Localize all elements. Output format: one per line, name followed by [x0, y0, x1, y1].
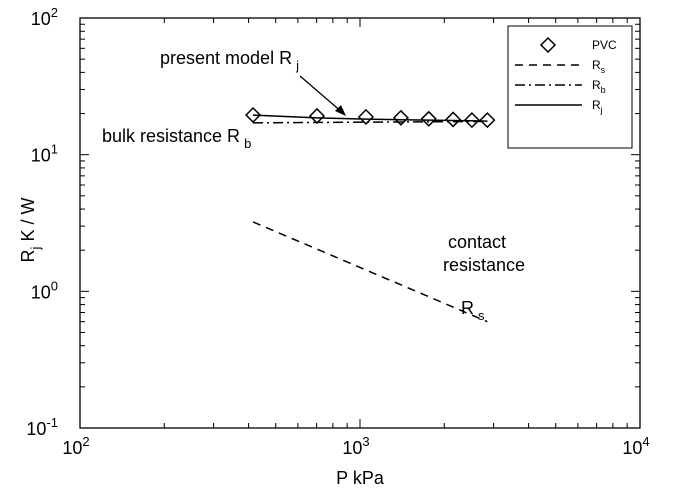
- marker: [539, 36, 557, 54]
- text-part: b: [601, 85, 606, 95]
- legend-label: Rs: [592, 58, 606, 75]
- text-part: 2: [82, 434, 89, 449]
- marker: [479, 112, 496, 129]
- text-part: R: [592, 78, 601, 92]
- marker: [308, 107, 326, 125]
- text-part: PVC: [592, 38, 617, 52]
- marker: [357, 108, 374, 125]
- y-axis-label: Rj K / W: [18, 198, 43, 263]
- text-part: 0: [51, 278, 58, 293]
- annotation: bulk resistance R b: [102, 126, 251, 151]
- text-part: 1: [51, 142, 58, 157]
- text-part: b: [244, 136, 251, 151]
- text-part: j: [295, 58, 299, 73]
- text-part: R: [461, 298, 474, 318]
- text-part: 3: [362, 434, 369, 449]
- text-part: s: [601, 65, 606, 75]
- marker: [445, 111, 462, 128]
- marker: [244, 106, 262, 124]
- text-part: 2: [51, 5, 58, 20]
- x-tick-label: 103: [342, 434, 369, 458]
- text-part: -1: [46, 415, 58, 430]
- legend-box: [507, 25, 633, 149]
- legend-label: Rb: [592, 78, 606, 95]
- text-part: R: [18, 249, 38, 262]
- annotation: resistance: [443, 255, 525, 275]
- y-tick-label: 101: [31, 142, 58, 166]
- annotation: contact: [448, 232, 506, 252]
- y-tick-label: 10-1: [26, 415, 58, 439]
- text-part: j: [600, 105, 603, 115]
- x-tick-label: 102: [62, 434, 89, 458]
- text-part: K / W: [18, 198, 38, 247]
- annotation-arrow: [299, 75, 344, 114]
- series-line: [252, 221, 488, 323]
- text-part: 10: [622, 438, 642, 458]
- text-part: 10: [342, 438, 362, 458]
- y-tick-label: 102: [31, 5, 58, 29]
- legend-label: PVC: [592, 38, 617, 52]
- series-line: [253, 120, 488, 124]
- marker: [420, 110, 437, 127]
- text-part: R: [592, 98, 601, 112]
- text-part: 10: [62, 438, 82, 458]
- text-part: 10: [31, 9, 51, 29]
- text-part: 10: [31, 282, 51, 302]
- text-part: bulk resistance R: [102, 126, 240, 146]
- text-part: 4: [642, 434, 649, 449]
- arrow-head: [335, 105, 346, 116]
- legend-label: Rj: [592, 98, 603, 115]
- x-tick-label: 104: [622, 434, 649, 458]
- text-part: 10: [26, 419, 46, 439]
- text-part: j: [28, 246, 43, 250]
- series-line: [253, 114, 488, 122]
- text-part: 10: [31, 146, 51, 166]
- text-part: s: [478, 308, 485, 323]
- text-part: contact: [448, 232, 506, 252]
- text-part: resistance: [443, 255, 525, 275]
- x-axis-label: P kPa: [336, 468, 385, 488]
- text-part: P kPa: [336, 468, 385, 488]
- y-tick-label: 100: [31, 278, 58, 302]
- text-part: R: [592, 58, 601, 72]
- text-part: present model R: [160, 48, 292, 68]
